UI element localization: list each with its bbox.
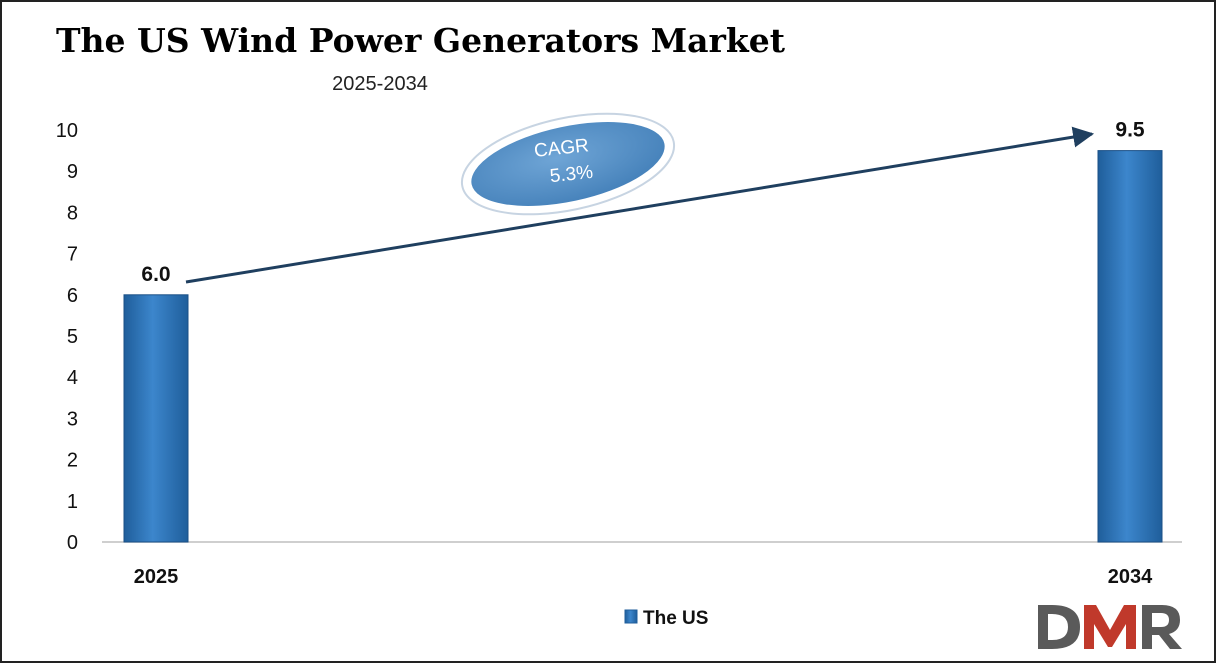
x-tick-label-2034: 2034 (1108, 566, 1153, 588)
data-label-2034: 9.5 (1115, 119, 1145, 142)
y-tick-label: 4 (67, 367, 78, 389)
y-tick-label: 7 (67, 244, 78, 266)
data-labels: 6.0 9.5 (141, 119, 1145, 286)
bar-2025 (123, 294, 189, 543)
x-axis-ticks: 2025 2034 (134, 566, 1153, 588)
legend: The US (624, 608, 708, 629)
bar-2034 (1097, 150, 1163, 543)
y-tick-label: 1 (67, 491, 78, 513)
y-tick-label: 5 (67, 326, 78, 348)
y-tick-label: 2 (67, 450, 78, 472)
x-tick-label-2025: 2025 (134, 566, 179, 588)
y-tick-label: 8 (67, 202, 78, 224)
y-tick-label: 10 (56, 120, 78, 142)
legend-label-the-us: The US (643, 608, 708, 629)
cagr-annotation: CAGR 5.3% (460, 112, 676, 216)
dmr-logo (1038, 605, 1182, 649)
cagr-value: 5.3% (549, 162, 594, 187)
bar-series-the-us (123, 150, 1163, 543)
data-label-2025: 6.0 (141, 263, 170, 286)
y-tick-label: 0 (67, 532, 78, 554)
cagr-trend-arrow (185, 126, 1095, 284)
legend-swatch-the-us (624, 609, 638, 624)
y-axis-ticks: 0 1 2 3 4 5 6 7 8 9 10 (56, 120, 78, 554)
y-tick-label: 9 (67, 161, 78, 183)
y-tick-label: 6 (67, 285, 78, 307)
y-tick-label: 3 (67, 408, 78, 430)
chart-subtitle: 2025-2034 (332, 73, 428, 95)
chart-title: The US Wind Power Generators Market (56, 21, 786, 60)
